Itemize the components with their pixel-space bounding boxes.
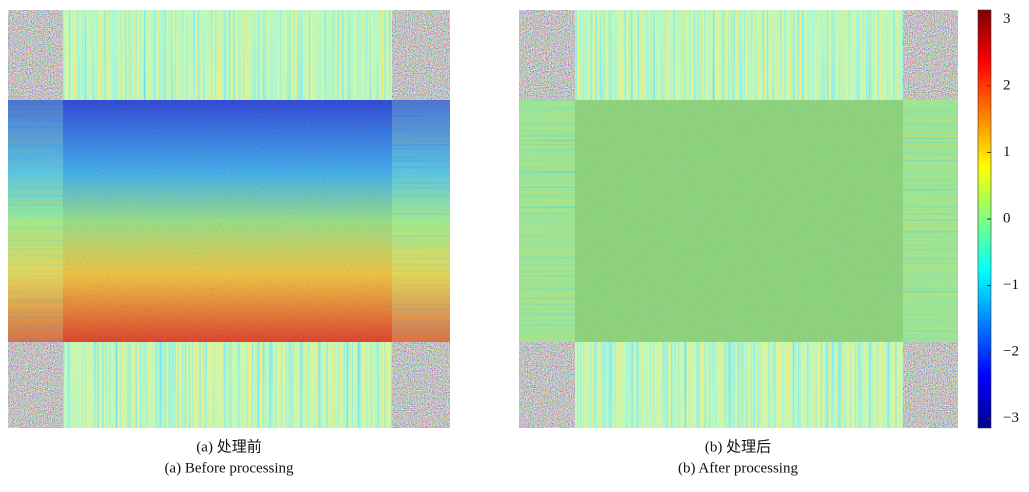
colorbar-tick-label: 3 [1003, 11, 1011, 27]
colorbar-tick-label: −3 [1003, 410, 1019, 426]
colorbar-tick-label: −2 [1003, 344, 1019, 360]
caption-en: (a) Before processing [164, 460, 294, 476]
figure: (a) 处理前 (a) Before processing (b) 处理后 (b… [0, 0, 1029, 492]
caption-zh: (a) 处理前 [196, 438, 261, 455]
caption-en: (b) After processing [678, 460, 798, 476]
caption-zh: (b) 处理后 [705, 438, 771, 455]
colorbar-tick-label: −1 [1003, 277, 1019, 293]
panel-b-image [519, 10, 958, 428]
colorbar-tick-label: 0 [1003, 210, 1011, 226]
colorbar-tick-label: 2 [1003, 77, 1011, 93]
colorbar-tick-label: 1 [1003, 144, 1011, 160]
panel-a-image [8, 10, 450, 428]
